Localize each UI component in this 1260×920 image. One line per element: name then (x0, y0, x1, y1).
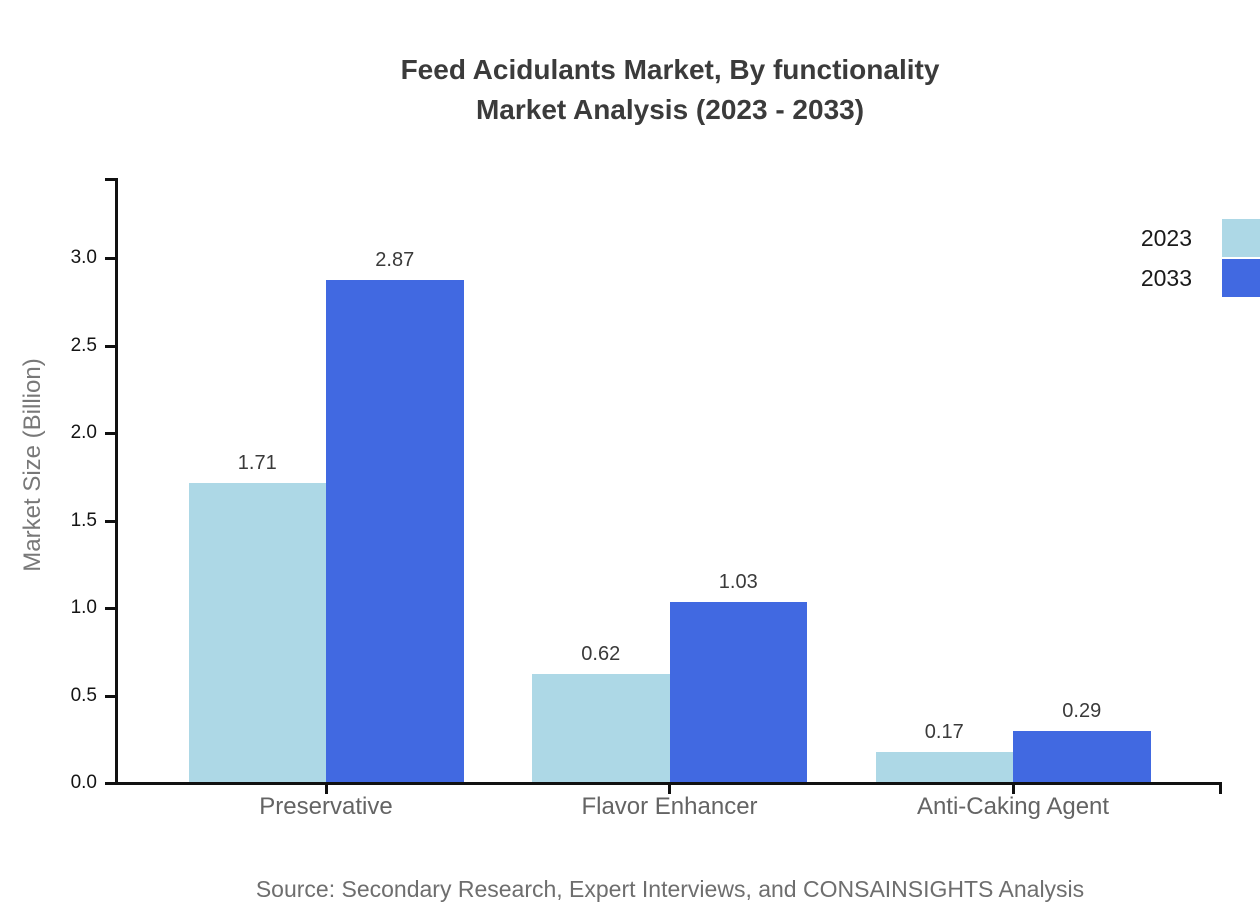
legend-label: 2033 (1140, 265, 1192, 291)
chart-title-line2: Market Analysis (2023 - 2033) (475, 94, 865, 125)
legend-item-2033: 2033 (1141, 259, 1260, 297)
y-tick-label: 2.5 (70, 334, 97, 356)
bar-2023-preservative (188, 482, 326, 782)
x-axis-spine (115, 782, 1222, 785)
legend-label: 2023 (1140, 225, 1192, 251)
y-axis-title: Market Size (Billion) (19, 358, 46, 572)
y-tick-label: 3.0 (70, 247, 97, 268)
legend: 2023 2033 (1141, 219, 1260, 297)
x-axis-right-cap (1219, 785, 1222, 794)
legend-swatch (1222, 259, 1260, 297)
bar-value-label: 1.71 (237, 451, 277, 474)
x-tick-mark (668, 785, 671, 794)
x-category-label: Anti-Caking Agent (916, 793, 1110, 820)
chart-title: Feed Acidulants Market, By functionality… (118, 50, 1222, 130)
legend-item-2023: 2023 (1141, 219, 1260, 257)
y-tick-label: 2.0 (70, 422, 97, 443)
y-tick-mark (105, 694, 115, 698)
chart-title-line1: Feed Acidulants Market, By functionality (400, 54, 940, 85)
bar-2033-anti-caking-agent (1013, 731, 1151, 782)
y-tick-label: 1.5 (70, 509, 97, 531)
legend-swatch (1222, 219, 1260, 257)
y-tick-mark (105, 344, 115, 348)
bar-value-label: 1.03 (718, 570, 758, 593)
y-axis-top-cap (105, 178, 115, 181)
y-tick-mark (105, 257, 115, 260)
bar-2033-preservative (326, 279, 464, 782)
bar-value-label: 2.87 (375, 248, 415, 271)
bar-value-label: 0.62 (581, 642, 621, 665)
bar-value-label: 0.17 (924, 721, 964, 744)
y-tick-mark (105, 782, 115, 785)
source-note: Source: Secondary Research, Expert Inter… (255, 876, 1085, 902)
y-tick-label: 0.0 (70, 772, 97, 793)
x-tick-mark (1011, 785, 1015, 794)
bar-2023-flavor-enhancer (532, 673, 670, 782)
y-tick-mark (105, 432, 115, 435)
bar-2023-anti-caking-agent (875, 752, 1013, 782)
y-tick-mark (105, 519, 115, 523)
y-tick-mark (105, 607, 115, 610)
x-category-label: Preservative (259, 793, 393, 820)
y-axis-spine (115, 178, 118, 785)
y-tick-label: 1.0 (70, 597, 97, 618)
y-tick-label: 0.5 (70, 684, 97, 706)
bar-value-label: 0.29 (1062, 700, 1102, 723)
x-category-label: Flavor Enhancer (581, 793, 758, 820)
bar-2033-flavor-enhancer (669, 601, 807, 782)
x-tick-mark (324, 785, 328, 794)
